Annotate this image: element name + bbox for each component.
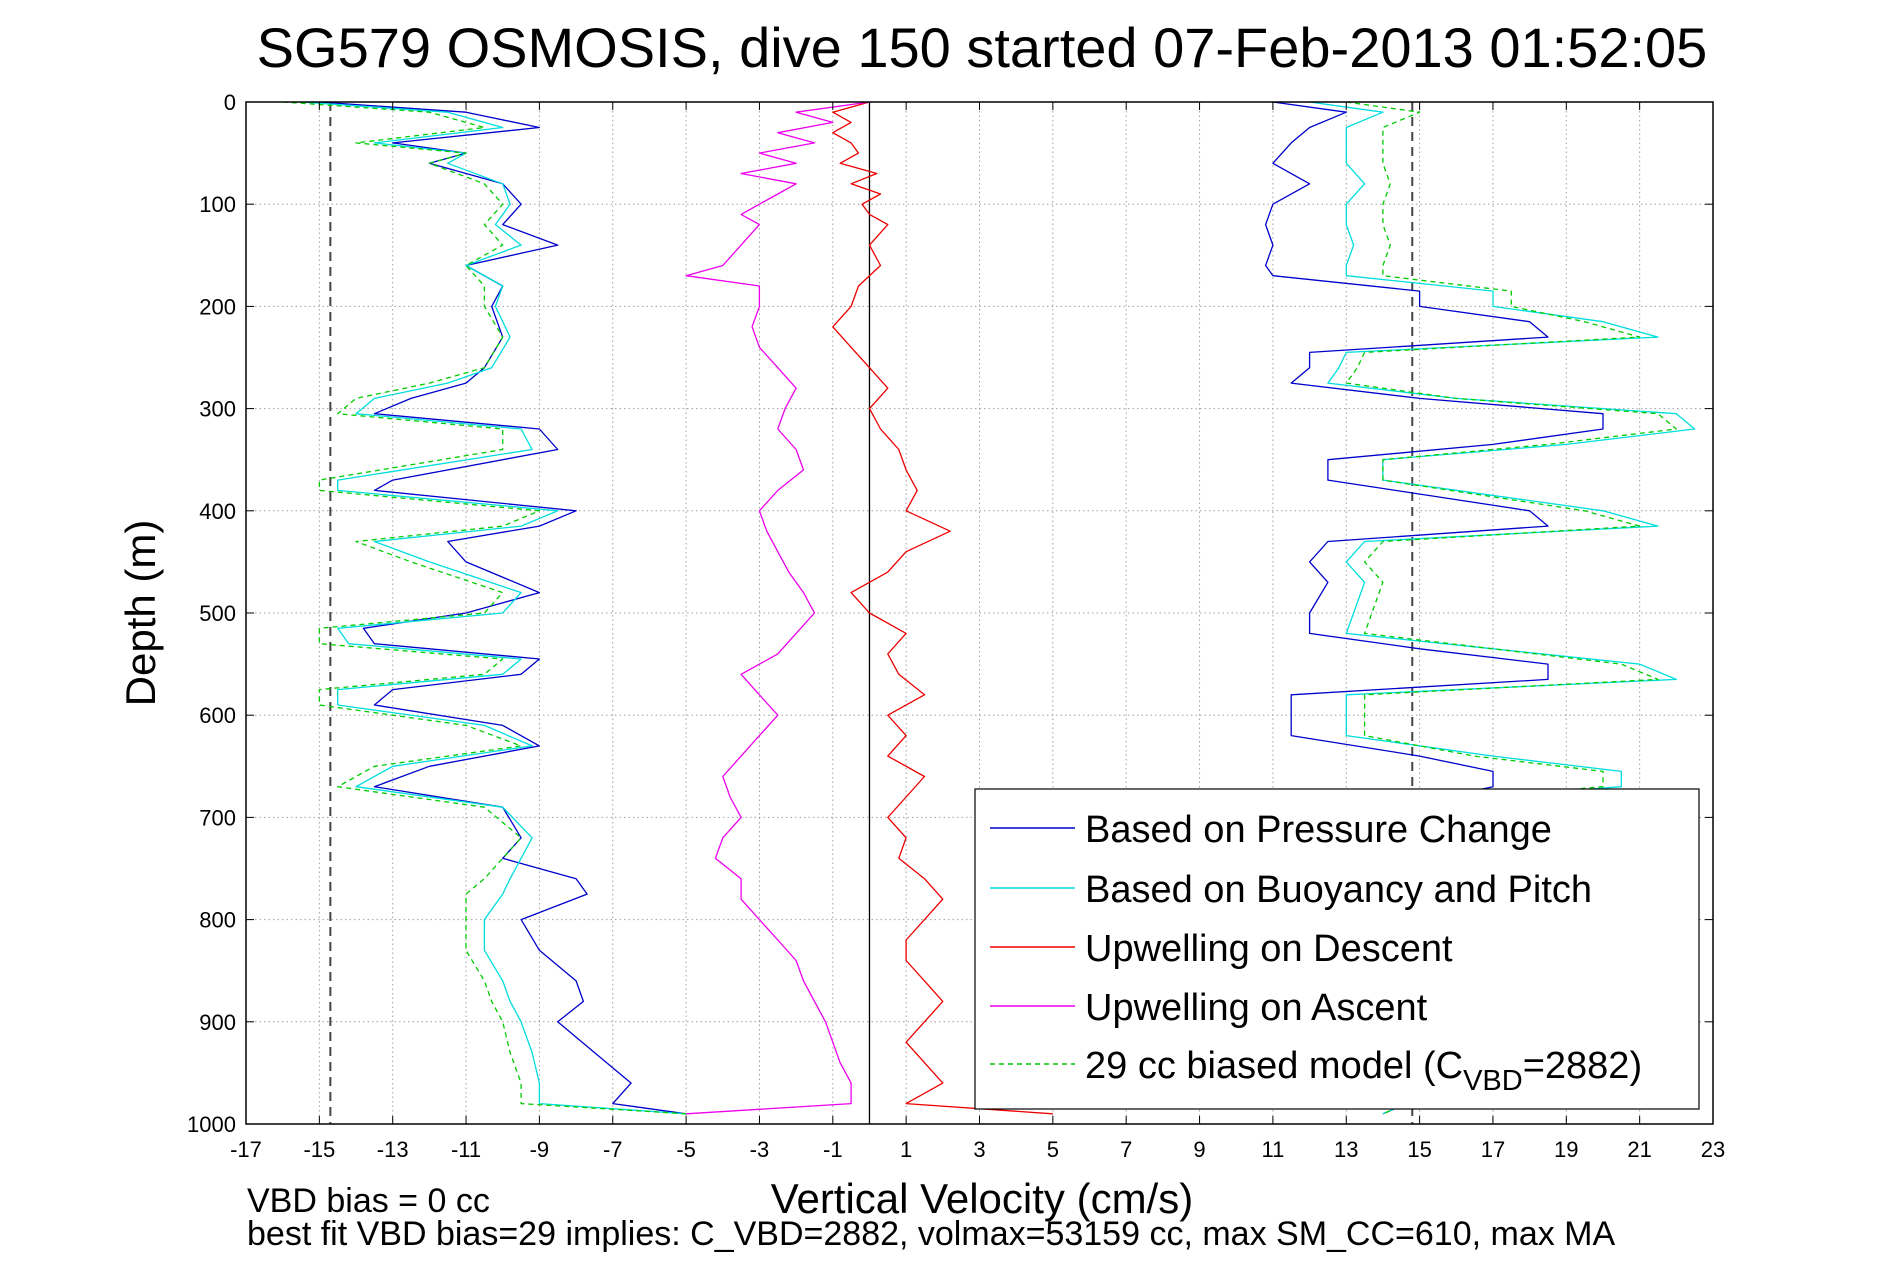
x-tick-label: -1 (823, 1137, 843, 1162)
x-tick-label: -5 (676, 1137, 696, 1162)
y-tick-label: 1000 (187, 1112, 236, 1137)
x-tick-label: 15 (1407, 1137, 1431, 1162)
x-tick-label: 19 (1554, 1137, 1578, 1162)
y-tick-label: 800 (199, 908, 236, 933)
y-axis-label: Depth (m) (117, 520, 164, 707)
y-axis-ticks: 0 100 200 300 400 500 600 700 800 900 1000 (187, 90, 1713, 1137)
x-tick-label: -9 (530, 1137, 550, 1162)
x-tick-label: 7 (1120, 1137, 1132, 1162)
x-tick-label: 3 (973, 1137, 985, 1162)
legend-label: Upwelling on Descent (1085, 928, 1453, 970)
chart-title: SG579 OSMOSIS, dive 150 started 07-Feb-2… (257, 16, 1708, 79)
x-tick-label: -11 (451, 1137, 481, 1162)
series-line-1 (300, 101, 687, 1115)
series-line-0 (319, 101, 687, 1115)
x-tick-label: -13 (377, 1137, 409, 1162)
y-tick-label: 100 (199, 192, 236, 217)
y-tick-label: 0 (224, 90, 236, 115)
legend-label: Based on Buoyancy and Pitch (1085, 869, 1592, 911)
legend-label: Based on Pressure Change (1085, 809, 1552, 851)
x-tick-label: 11 (1261, 1137, 1284, 1162)
footer-vbd-bias: VBD bias = 0 cc (247, 1182, 490, 1220)
x-axis-ticks: -17 -15 -13 -11 -9 -7 -5 -3 -1 1 3 5 7 9 11 13 15 17 19 21 2… (230, 102, 1725, 1162)
legend-subscript: VBD (1463, 1065, 1523, 1097)
x-tick-label: 1 (900, 1137, 912, 1162)
y-tick-label: 400 (199, 499, 236, 524)
legend-label-tail: =2882) (1523, 1045, 1642, 1087)
y-tick-label: 500 (199, 601, 236, 626)
series-line-3 (685, 101, 870, 1115)
y-tick-label: 700 (199, 805, 236, 830)
x-tick-label: -17 (230, 1137, 262, 1162)
x-tick-label: 23 (1701, 1137, 1725, 1162)
x-tick-label: -3 (750, 1137, 770, 1162)
x-tick-label: 17 (1481, 1137, 1505, 1162)
x-tick-label: 5 (1047, 1137, 1059, 1162)
legend-box (974, 788, 1700, 1110)
series-line-2 (832, 101, 1053, 1115)
x-axis-label: Vertical Velocity (cm/s) (771, 1175, 1193, 1222)
x-tick-label: -15 (303, 1137, 335, 1162)
x-tick-label: 13 (1334, 1137, 1358, 1162)
legend-label: Upwelling on Ascent (1085, 987, 1428, 1029)
y-tick-label: 200 (199, 294, 236, 319)
y-tick-label: 600 (199, 703, 236, 728)
x-tick-label: -7 (603, 1137, 623, 1162)
x-tick-label: 9 (1193, 1137, 1205, 1162)
legend: Based on Pressure Change Based on Buoyanc… (974, 788, 1700, 1110)
footer-best-fit: best fit VBD bias=29 implies: C_VBD=2882… (247, 1215, 1616, 1253)
series-line-4 (282, 101, 687, 1115)
y-tick-label: 300 (199, 397, 236, 422)
x-tick-label: 21 (1627, 1137, 1651, 1162)
y-tick-label: 900 (199, 1010, 236, 1035)
